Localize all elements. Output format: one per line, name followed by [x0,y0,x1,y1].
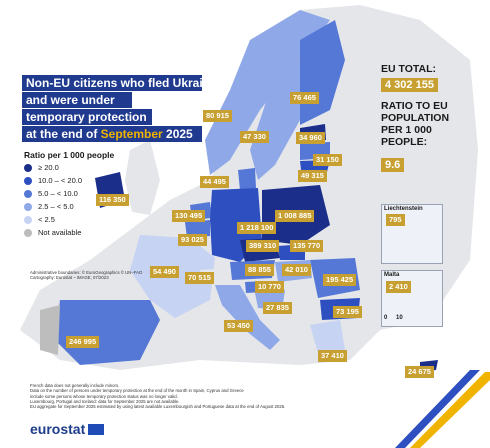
title-line-4: at the end of September 2025 [22,126,202,142]
country-value-label: 130 495 [172,210,206,222]
legend-swatch [24,163,32,172]
country-value-label: 37 410 [318,350,347,362]
inset-liechtenstein-title: Liechtenstein [384,206,423,212]
legend-title: Ratio per 1 000 people [24,150,115,160]
footnote-line: Data on the number of persons under temp… [30,388,244,394]
region-belgium [185,220,210,238]
legend-item: 10.0 – < 20.0 [24,175,134,186]
footnote-line: include some persons whose temporary pro… [30,393,178,399]
inset-liechtenstein-value: 795 [386,214,405,226]
legend-item: 5.0 – < 10.0 [24,188,134,199]
country-value-label: 54 490 [150,266,179,278]
footnotes: French data does not generally include m… [30,383,330,409]
legend-item: Not available [24,227,134,238]
footnote-line: EU aggregate for September 2025 estimate… [30,404,286,410]
country-value-label: 1 008 885 [275,210,315,222]
legend-label: 2.5 – < 5.0 [38,202,74,211]
legend: Ratio per 1 000 people ≥ 20.0 10.0 – < 20… [24,150,134,238]
country-value-label: 44 495 [200,176,229,188]
country-value-label: 34 960 [296,132,325,144]
legend-swatch [24,189,32,198]
country-value-label: 80 915 [203,110,232,122]
scale-label-10: 10 [396,315,403,321]
country-value-label: 135 770 [290,240,324,252]
legend-item: 2.5 – < 5.0 [24,201,134,212]
region-italy [215,285,280,350]
inset-malta [381,270,443,327]
country-value-label: 93 025 [178,234,207,246]
legend-swatch [24,202,32,211]
country-value-label: 27 835 [263,302,292,314]
region-spain [55,300,160,365]
country-value-label: 53 450 [224,320,253,332]
legend-item: ≥ 20.0 [24,162,134,173]
legend-swatch [24,176,32,185]
legend-label: 10.0 – < 20.0 [38,176,82,185]
eu-flag-icon [88,423,105,435]
region-portugal [40,305,60,355]
legend-swatch [24,228,32,237]
country-value-label: 31 150 [313,154,342,166]
title-line-3: temporary protection [22,109,152,125]
eurostat-logo: eurostat [30,421,105,437]
decorative-stripe-yellow [410,372,490,448]
country-value-label: 70 515 [185,272,214,284]
country-value-label: 24 675 [405,366,434,378]
scale-label-0: 0 [384,315,388,321]
country-value-label: 1 218 100 [237,222,277,234]
region-uk [125,140,160,215]
country-value-label: 116 350 [96,194,129,206]
inset-malta-value: 2 410 [386,281,411,293]
ratio-value: 9.6 [381,158,405,172]
region-denmark [238,168,256,190]
country-value-label: 389 310 [246,240,280,252]
inset-malta-title: Malta [384,272,400,278]
ratio-label-4: PEOPLE: [381,136,428,148]
title-line-1: Non-EU citizens who fled Ukraine [22,75,217,91]
eu-total-value: 4 302 155 [381,78,438,92]
footnote-line: French data does not generally include m… [30,383,120,388]
legend-label: < 2.5 [38,215,55,224]
country-value-label: 88 855 [245,264,274,276]
country-value-label: 49 315 [298,170,327,182]
brand-text: eurostat [30,421,86,437]
legend-item: < 2.5 [24,214,134,225]
inset-liechtenstein [381,204,443,264]
eu-total-label: EU TOTAL: [381,63,437,75]
ratio-label-3: PER 1 000 [381,124,432,136]
footnote-line: Luxembourg, Portugal and Iceland: data f… [30,398,180,404]
country-value-label: 42 010 [282,264,311,276]
country-value-label: 73 195 [333,306,362,318]
country-value-label: 10 770 [255,281,284,293]
country-value-label: 47 330 [240,131,269,143]
country-value-label: 76 465 [290,92,319,104]
title-line-2: and were under [22,92,132,108]
ratio-label-2: POPULATION [381,112,450,124]
legend-label: ≥ 20.0 [38,163,59,172]
region-norway [205,10,330,175]
admin-note: Administrative boundaries: © EuroGeograp… [30,270,143,281]
country-value-label: 246 995 [66,336,100,348]
legend-label: 5.0 – < 10.0 [38,189,78,198]
decorative-stripe-blue [395,370,480,448]
country-value-label: 195 425 [323,274,357,286]
legend-swatch [24,215,32,224]
legend-label: Not available [38,228,82,237]
ratio-label-1: RATIO TO EU [381,100,448,112]
